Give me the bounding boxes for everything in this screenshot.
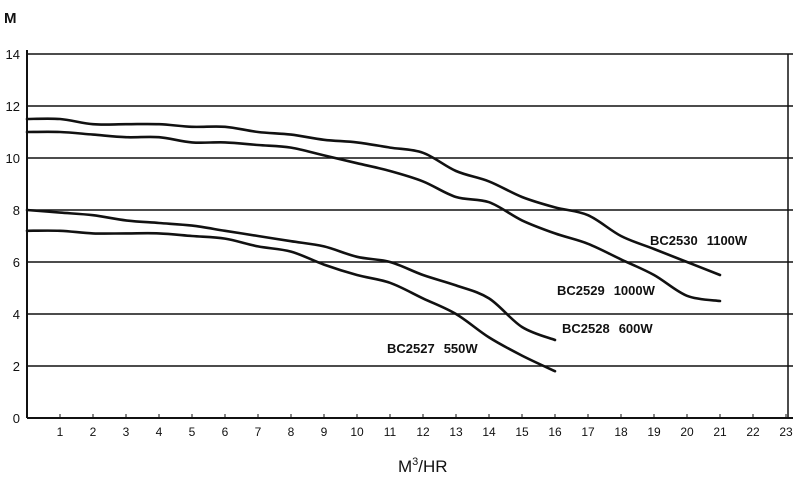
x-tick-label: 6 — [222, 425, 229, 439]
x-tick-label: 8 — [288, 425, 295, 439]
y-tick-label: 12 — [6, 99, 20, 114]
series-line-bc2529 — [25, 130, 722, 303]
x-tick-label: 20 — [680, 425, 694, 439]
series-label-bc2529: BC2529 1000W — [557, 283, 656, 298]
x-tick-labels: 1 2 3 4 5 6 7 8 9 10 11 12 13 14 15 16 17 18 19 20 21 22 23 — [57, 425, 793, 439]
x-tick-label: 19 — [647, 425, 661, 439]
series-labels: BC2530 1100W BC2529 1000W BC2528 600W BC2527 55… — [387, 233, 748, 356]
x-tick-label: 17 — [581, 425, 595, 439]
x-axis-label-sup: 3 — [412, 456, 418, 468]
series-power: 600W — [619, 321, 654, 336]
series-name: BC2529 — [557, 283, 605, 298]
gridlines — [27, 53, 793, 367]
y-tick-label: 2 — [13, 359, 20, 374]
y-tick-label: 6 — [13, 255, 20, 270]
series-line-bc2528 — [25, 208, 557, 342]
series-label-bc2530: BC2530 1100W — [650, 233, 748, 248]
x-tick-label: 23 — [779, 425, 793, 439]
x-tick-label: 7 — [255, 425, 262, 439]
x-tick-label: 12 — [416, 425, 430, 439]
series-power: 1100W — [707, 233, 748, 248]
y-tick-label: 14 — [6, 47, 20, 62]
x-tick-label: 15 — [515, 425, 529, 439]
x-tick-label: 3 — [123, 425, 130, 439]
series-line-bc2527 — [25, 229, 557, 373]
x-axis-label: M3/HR — [398, 456, 448, 476]
series-power: 550W — [444, 341, 479, 356]
series-power: 1000W — [614, 283, 656, 298]
x-tick-label: 5 — [189, 425, 196, 439]
x-tick-label: 14 — [482, 425, 496, 439]
x-tick-label: 1 — [57, 425, 64, 439]
series-label-bc2527: BC2527 550W — [387, 341, 478, 356]
axes — [26, 50, 793, 419]
y-axis-label: M — [4, 10, 17, 27]
series-name: BC2528 — [562, 321, 610, 336]
x-tick-label: 2 — [90, 425, 97, 439]
x-tick-label: 16 — [548, 425, 562, 439]
x-axis-label-base: M — [398, 457, 412, 476]
series-name: BC2530 — [650, 233, 698, 248]
x-tick-label: 11 — [384, 425, 397, 439]
y-tick-label: 4 — [13, 307, 20, 322]
series-lines — [25, 117, 722, 373]
x-tick-label: 4 — [156, 425, 163, 439]
x-tick-label: 9 — [321, 425, 328, 439]
x-tick-label: 18 — [614, 425, 628, 439]
y-tick-label: 10 — [6, 151, 20, 166]
y-tick-label: 8 — [13, 203, 20, 218]
y-tick-labels: 0 2 4 6 8 10 12 14 — [6, 47, 20, 426]
series-label-bc2528: BC2528 600W — [562, 321, 653, 336]
x-tick-label: 22 — [746, 425, 760, 439]
series-line-bc2530 — [25, 117, 722, 277]
x-axis-label-rest: /HR — [418, 457, 447, 476]
x-tick-label: 21 — [713, 425, 727, 439]
series-name: BC2527 — [387, 341, 435, 356]
x-tick-label: 13 — [449, 425, 463, 439]
x-tick-label: 10 — [350, 425, 364, 439]
y-tick-label: 0 — [13, 411, 20, 426]
